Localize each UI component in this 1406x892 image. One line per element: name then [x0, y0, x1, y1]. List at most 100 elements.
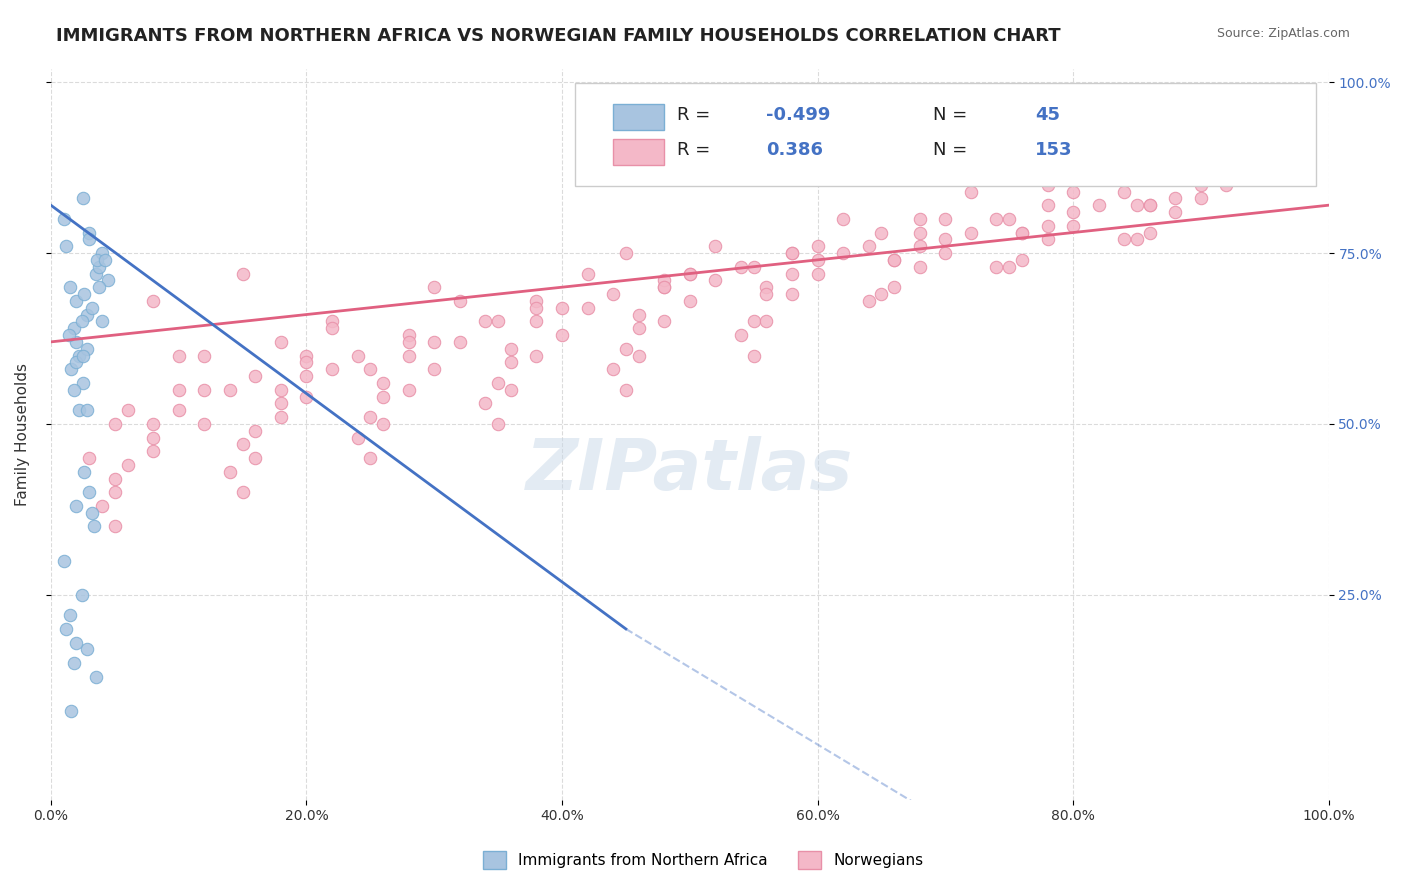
Point: [63, 383, 86, 397]
Point: [423, 362, 446, 376]
Point: [742, 260, 765, 274]
Point: [104, 519, 127, 533]
Point: [998, 211, 1021, 226]
Point: [474, 396, 496, 410]
Point: [1011, 226, 1033, 240]
Point: [295, 390, 318, 404]
Point: [679, 267, 702, 281]
Point: [486, 417, 509, 431]
Point: [72, 376, 94, 390]
Point: [70, 588, 93, 602]
Point: [908, 226, 931, 240]
Point: [245, 424, 267, 438]
Point: [423, 280, 446, 294]
Point: [104, 417, 127, 431]
Point: [526, 301, 548, 315]
Point: [231, 485, 253, 500]
Point: [58, 328, 80, 343]
Point: [614, 342, 637, 356]
Point: [295, 355, 318, 369]
Point: [908, 260, 931, 274]
Point: [908, 239, 931, 253]
Point: [93, 252, 115, 267]
Point: [91, 314, 114, 328]
Point: [576, 301, 599, 315]
Point: [652, 280, 675, 294]
Point: [89, 280, 111, 294]
Point: [60, 704, 83, 718]
Point: [934, 211, 956, 226]
Point: [167, 349, 190, 363]
Point: [1164, 170, 1187, 185]
Point: [270, 383, 292, 397]
Text: -0.499: -0.499: [766, 106, 831, 124]
Point: [627, 308, 650, 322]
Point: [486, 314, 509, 328]
Point: [52, 211, 75, 226]
Point: [1036, 198, 1059, 212]
Point: [1011, 252, 1033, 267]
Legend: Immigrants from Northern Africa, Norwegians: Immigrants from Northern Africa, Norwegi…: [477, 845, 929, 875]
Point: [499, 355, 522, 369]
Point: [742, 349, 765, 363]
Point: [117, 458, 139, 472]
Point: [730, 260, 752, 274]
Point: [755, 314, 778, 328]
Point: [295, 369, 318, 384]
Point: [77, 232, 100, 246]
Point: [755, 280, 778, 294]
Text: IMMIGRANTS FROM NORTHERN AFRICA VS NORWEGIAN FAMILY HOUSEHOLDS CORRELATION CHART: IMMIGRANTS FROM NORTHERN AFRICA VS NORWE…: [56, 27, 1062, 45]
Point: [780, 246, 803, 260]
Point: [486, 376, 509, 390]
Point: [193, 383, 215, 397]
Point: [934, 232, 956, 246]
Point: [65, 635, 87, 649]
Point: [359, 451, 381, 466]
Point: [1126, 198, 1149, 212]
Point: [359, 410, 381, 425]
Point: [80, 301, 103, 315]
Point: [65, 355, 87, 369]
Point: [806, 239, 828, 253]
Point: [359, 362, 381, 376]
Text: N =: N =: [932, 106, 973, 124]
Point: [1164, 144, 1187, 158]
Point: [908, 211, 931, 226]
Point: [627, 321, 650, 335]
Point: [883, 280, 905, 294]
Point: [52, 553, 75, 567]
Point: [1139, 226, 1161, 240]
Point: [76, 642, 98, 657]
Point: [1114, 232, 1136, 246]
Point: [870, 226, 893, 240]
Point: [1062, 185, 1084, 199]
Point: [63, 321, 86, 335]
Point: [97, 273, 120, 287]
Point: [551, 328, 574, 343]
Point: [1215, 178, 1237, 192]
Point: [499, 342, 522, 356]
Point: [346, 431, 368, 445]
Point: [1139, 198, 1161, 212]
Point: [63, 656, 86, 670]
Point: [398, 328, 420, 343]
Point: [67, 349, 90, 363]
Point: [832, 246, 855, 260]
Point: [449, 334, 471, 349]
Point: [627, 349, 650, 363]
FancyBboxPatch shape: [613, 104, 664, 130]
Point: [65, 293, 87, 308]
Point: [270, 334, 292, 349]
Point: [398, 334, 420, 349]
Point: [84, 267, 107, 281]
Point: [883, 252, 905, 267]
Point: [780, 246, 803, 260]
Point: [858, 293, 880, 308]
Point: [321, 321, 343, 335]
Point: [986, 211, 1008, 226]
Point: [59, 608, 82, 623]
Point: [91, 499, 114, 513]
Point: [730, 328, 752, 343]
Point: [1062, 219, 1084, 233]
Point: [218, 465, 240, 479]
